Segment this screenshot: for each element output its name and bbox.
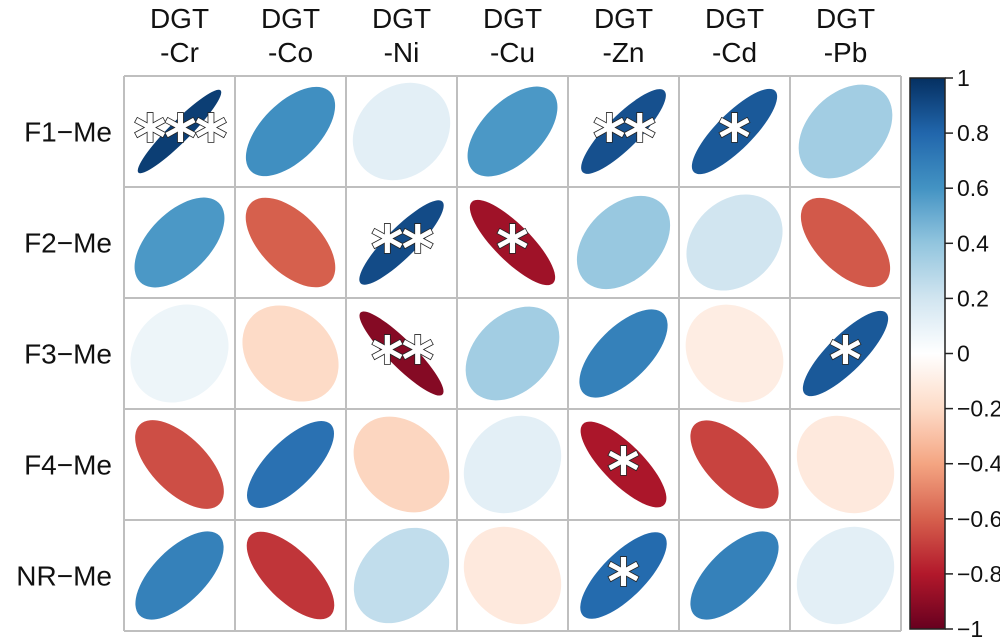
column-label: -Cr (160, 37, 199, 68)
column-label: DGT (705, 3, 764, 34)
correlation-ellipse (245, 86, 336, 177)
colorbar-tick-label: −0.4 (957, 451, 1000, 477)
correlation-ellipse (580, 421, 667, 508)
correlation-ellipse (798, 84, 893, 179)
correlation-ellipse (576, 195, 671, 290)
significance-mark: * (607, 546, 639, 619)
colorbar-tick-label: 0 (957, 341, 970, 367)
column-label: DGT (150, 3, 209, 34)
correlation-ellipse (352, 82, 451, 181)
correlation-ellipse (802, 310, 889, 397)
colorbar: 1 0.8 0.6 0.4 0.2 0 −0.2 −0.4 −0.6 −0.8 −1 (909, 65, 1000, 642)
correlation-ellipse (690, 420, 779, 509)
row-labels: F1−Me F2−Me F3−Me F4−Me NR−Me (16, 117, 112, 592)
row-label: F2−Me (24, 228, 112, 259)
column-label: -Zn (603, 37, 645, 68)
correlation-ellipse (246, 531, 335, 620)
significance-mark: ** (371, 213, 433, 286)
colorbar-gradient (909, 77, 946, 630)
correlation-ellipse (359, 200, 444, 285)
colorbar-tick-label: 0.4 (957, 230, 989, 256)
correlation-ellipse (581, 89, 666, 174)
correlation-ellipse (690, 531, 779, 620)
significance-mark: ** (371, 324, 433, 397)
significance-mark: * (496, 213, 528, 286)
colorbar-tick-label: 0.6 (957, 175, 989, 201)
correlation-ellipse (242, 305, 339, 402)
significance-mark: ** (593, 102, 655, 175)
correlation-ellipse (353, 416, 450, 513)
correlation-ellipse (467, 86, 558, 177)
colorbar-tick-label: −0.8 (957, 561, 1000, 587)
significance-mark: * (718, 102, 750, 175)
row-label: F4−Me (24, 450, 112, 481)
column-label: DGT (816, 3, 875, 34)
correlation-ellipse (135, 420, 224, 509)
correlation-ellipse (135, 531, 224, 620)
column-label: -Pb (824, 37, 868, 68)
significance-mark: * (829, 324, 861, 397)
column-label: -Ni (384, 37, 420, 68)
correlation-ellipse (359, 311, 444, 396)
correlation-ellipse (353, 527, 450, 624)
row-label: F1−Me (24, 117, 112, 148)
column-label: DGT (483, 3, 542, 34)
correlation-ellipse (134, 197, 225, 288)
correlation-ellipse (463, 526, 562, 625)
column-label: DGT (594, 3, 653, 34)
column-label: -Co (268, 37, 313, 68)
correlation-ellipse (686, 194, 783, 291)
colorbar-tick-label: −0.6 (957, 506, 1000, 532)
colorbar-tick-label: 1 (957, 65, 970, 91)
correlation-ellipse (691, 88, 778, 175)
correlation-ellipse (245, 197, 336, 288)
column-labels: DGT-CrDGT-CoDGT-NiDGT-CuDGT-ZnDGT-CdDGT-… (150, 3, 875, 68)
correlation-ellipse (137, 89, 222, 174)
correlation-ellipse (800, 197, 891, 288)
correlation-ellipse (469, 199, 556, 286)
column-label: -Cd (712, 37, 757, 68)
correlation-ellipse (580, 532, 667, 619)
colorbar-tick-label: −0.2 (957, 396, 1000, 422)
correlation-cells: *** ** *** *** *** (130, 82, 895, 625)
column-label: DGT (372, 3, 431, 34)
row-label: F3−Me (24, 339, 112, 370)
correlation-ellipse (465, 306, 560, 401)
colorbar-tick-label: 0.2 (957, 285, 989, 311)
correlation-ellipse (463, 415, 562, 514)
significance-mark: *** (134, 102, 227, 175)
column-label: DGT (261, 3, 320, 34)
column-label: -Cu (490, 37, 535, 68)
correlation-ellipse (796, 526, 895, 625)
correlation-ellipse (246, 420, 335, 509)
correlation-ellipse (579, 309, 668, 398)
correlation-ellipse (685, 304, 784, 403)
correlation-ellipse (796, 415, 895, 514)
grid-lines (123, 75, 902, 632)
correlation-ellipse (130, 304, 229, 403)
colorbar-tick-label: 0.8 (957, 120, 989, 146)
significance-mark: * (607, 435, 639, 508)
colorbar-tick-label: −1 (957, 616, 983, 642)
row-label: NR−Me (16, 561, 112, 592)
